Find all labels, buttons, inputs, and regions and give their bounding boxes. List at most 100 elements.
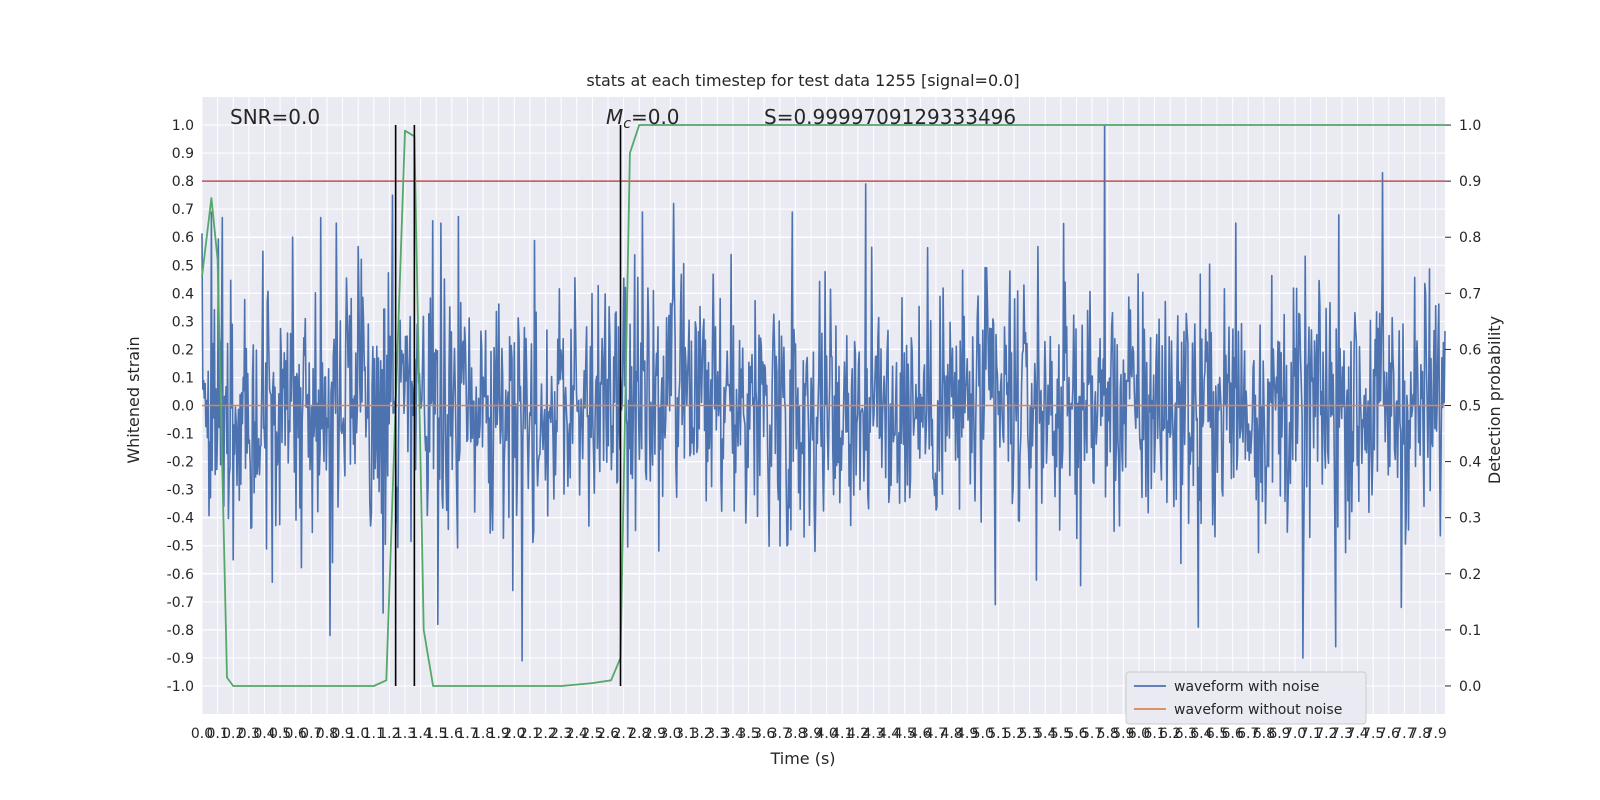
y2-tick-label: 0.6 bbox=[1459, 342, 1481, 358]
y2-tick-label: 0.7 bbox=[1459, 286, 1481, 302]
x-tick-label: 4.0 bbox=[815, 726, 837, 742]
x-tick-label: 1.3 bbox=[394, 726, 416, 742]
x-tick-label: 6.6 bbox=[1221, 726, 1243, 742]
x-tick-label: 2.5 bbox=[581, 726, 603, 742]
x-tick-label: 5.6 bbox=[1065, 726, 1087, 742]
x-tick-label: 1.2 bbox=[378, 726, 400, 742]
x-tick-label: 1.0 bbox=[347, 726, 369, 742]
x-tick-label: 1.8 bbox=[472, 726, 494, 742]
y2-tick-label: 0.2 bbox=[1459, 567, 1481, 583]
x-tick-label: 4.1 bbox=[831, 726, 853, 742]
x-tick-label: 0.7 bbox=[300, 726, 322, 742]
x-tick-label: 6.1 bbox=[1143, 726, 1165, 742]
x-tick-label: 7.6 bbox=[1378, 726, 1400, 742]
x-tick-label: 4.5 bbox=[894, 726, 916, 742]
x-tick-label: 6.3 bbox=[1175, 726, 1197, 742]
x-tick-label: 3.1 bbox=[675, 726, 697, 742]
y-tick-label: -0.8 bbox=[167, 623, 194, 639]
y2-tick-label: 0.8 bbox=[1459, 230, 1481, 246]
y-tick-label: -0.9 bbox=[167, 651, 194, 667]
x-tick-label: 6.2 bbox=[1159, 726, 1181, 742]
x-tick-label: 0.6 bbox=[285, 726, 307, 742]
x-axis-label: Time (s) bbox=[769, 749, 835, 768]
y2-tick-label: 0.4 bbox=[1459, 455, 1481, 471]
y-tick-label: 0.5 bbox=[172, 258, 194, 274]
x-tick-label: 0.0 bbox=[191, 726, 213, 742]
x-tick-label: 5.8 bbox=[1097, 726, 1119, 742]
x-tick-label: 6.5 bbox=[1206, 726, 1228, 742]
x-tick-label: 2.1 bbox=[519, 726, 541, 742]
x-tick-label: 2.0 bbox=[503, 726, 525, 742]
chart-title: stats at each timestep for test data 125… bbox=[586, 71, 1019, 90]
x-tick-label: 3.2 bbox=[691, 726, 713, 742]
x-tick-label: 5.2 bbox=[1003, 726, 1025, 742]
x-tick-label: 2.7 bbox=[612, 726, 634, 742]
x-tick-label: 5.9 bbox=[1112, 726, 1134, 742]
legend-entry-noise: waveform with noise bbox=[1174, 679, 1319, 695]
x-tick-label: 2.3 bbox=[550, 726, 572, 742]
x-tick-label: 4.3 bbox=[862, 726, 884, 742]
y-tick-label: 0.9 bbox=[172, 146, 194, 162]
y2-axis-label: Detection probability bbox=[1485, 316, 1504, 484]
x-tick-label: 6.7 bbox=[1237, 726, 1259, 742]
legend-box bbox=[1125, 671, 1367, 725]
legend-entry-clean: waveform without noise bbox=[1174, 702, 1342, 718]
x-tick-label: 5.5 bbox=[1050, 726, 1072, 742]
y2-tick-label: 0.0 bbox=[1459, 679, 1481, 695]
x-tick-label: 3.9 bbox=[800, 726, 822, 742]
y-tick-label: -0.6 bbox=[167, 567, 194, 583]
x-tick-label: 7.0 bbox=[1284, 726, 1306, 742]
y-tick-label: -0.4 bbox=[167, 511, 194, 527]
series-waveform-with-noise bbox=[201, 124, 1446, 662]
y-tick-label: 1.0 bbox=[172, 118, 194, 134]
x-tick-label: 4.6 bbox=[909, 726, 931, 742]
x-tick-label: 0.2 bbox=[222, 726, 244, 742]
x-tick-label: 0.1 bbox=[206, 726, 228, 742]
x-tick-label: 0.9 bbox=[331, 726, 353, 742]
y-tick-label: -0.3 bbox=[167, 483, 194, 499]
x-tick-label: 6.0 bbox=[1128, 726, 1150, 742]
y-tick-label: 0.8 bbox=[172, 174, 194, 190]
x-tick-label: 1.1 bbox=[363, 726, 385, 742]
x-tick-label: 2.2 bbox=[534, 726, 556, 742]
y-axis-label: Whitened strain bbox=[124, 336, 143, 463]
x-tick-label: 1.9 bbox=[488, 726, 510, 742]
x-tick-label: 4.2 bbox=[847, 726, 869, 742]
x-tick-label: 1.4 bbox=[409, 726, 431, 742]
x-tick-label: 3.4 bbox=[722, 726, 744, 742]
x-tick-label: 7.9 bbox=[1424, 726, 1446, 742]
x-tick-label: 5.0 bbox=[972, 726, 994, 742]
x-tick-label: 0.4 bbox=[253, 726, 275, 742]
x-tick-label: 5.4 bbox=[1034, 726, 1056, 742]
x-tick-label: 1.7 bbox=[456, 726, 478, 742]
x-tick-label: 4.8 bbox=[940, 726, 962, 742]
y-tick-label: -0.7 bbox=[167, 595, 194, 611]
x-tick-label: 5.1 bbox=[987, 726, 1009, 742]
y-tick-label: -1.0 bbox=[167, 679, 194, 695]
x-tick-label: 4.7 bbox=[925, 726, 947, 742]
x-tick-label: 6.4 bbox=[1190, 726, 1212, 742]
y2-tick-label: 0.5 bbox=[1459, 399, 1481, 415]
x-tick-label: 6.9 bbox=[1268, 726, 1290, 742]
x-tick-label: 7.8 bbox=[1409, 726, 1431, 742]
mc-value: =0.0 bbox=[631, 105, 680, 129]
y2-tick-label: 0.1 bbox=[1459, 623, 1481, 639]
y2-tick-label: 1.0 bbox=[1459, 118, 1481, 134]
x-tick-label: 3.8 bbox=[784, 726, 806, 742]
x-tick-label: 2.9 bbox=[644, 726, 666, 742]
x-tick-label: 2.4 bbox=[566, 726, 588, 742]
series-detection-probability bbox=[201, 124, 1445, 687]
x-tick-label: 3.3 bbox=[706, 726, 728, 742]
y2-tick-label: 0.3 bbox=[1459, 511, 1481, 527]
x-tick-label: 7.2 bbox=[1315, 726, 1337, 742]
x-tick-label: 0.8 bbox=[316, 726, 338, 742]
x-tick-label: 2.6 bbox=[597, 726, 619, 742]
x-tick-label: 7.5 bbox=[1362, 726, 1384, 742]
x-tick-label: 7.3 bbox=[1331, 726, 1353, 742]
mc-symbol: M bbox=[606, 105, 623, 129]
x-tick-label: 7.1 bbox=[1300, 726, 1322, 742]
x-tick-label: 2.8 bbox=[628, 726, 650, 742]
x-tick-label: 7.7 bbox=[1393, 726, 1415, 742]
x-tick-label: 3.6 bbox=[753, 726, 775, 742]
